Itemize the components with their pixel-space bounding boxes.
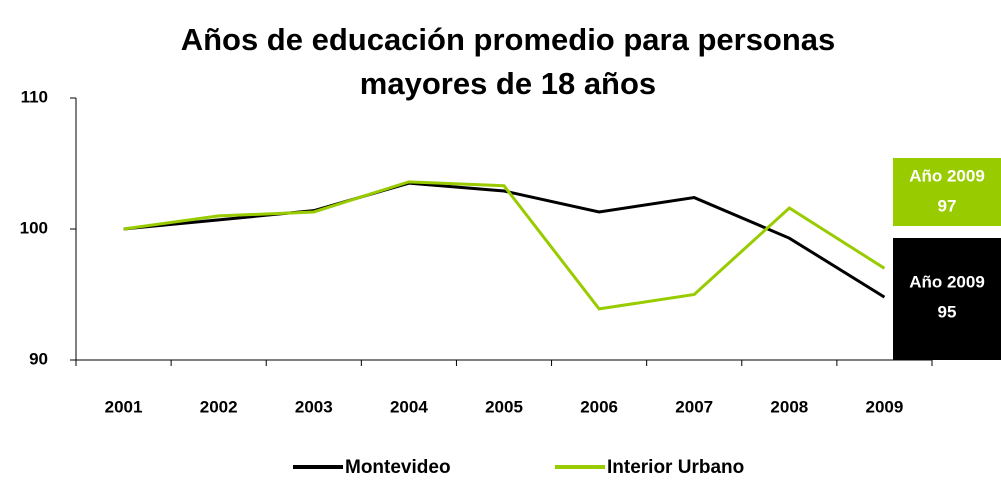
end-label: 95 bbox=[938, 302, 957, 321]
x-tick-label: 2007 bbox=[675, 397, 713, 416]
end-label: 97 bbox=[938, 196, 957, 215]
x-tick-label: 2003 bbox=[295, 397, 333, 416]
end-label-box bbox=[893, 158, 1001, 226]
series-line bbox=[123, 181, 886, 299]
x-tick-label: 2006 bbox=[580, 397, 618, 416]
x-tick-label: 2002 bbox=[200, 397, 238, 416]
y-tick-label: 90 bbox=[29, 349, 48, 368]
x-tick-label: 2009 bbox=[866, 397, 904, 416]
x-tick-label: 2001 bbox=[105, 397, 143, 416]
x-tick-label: 2004 bbox=[390, 397, 428, 416]
x-tick-label: 2005 bbox=[485, 397, 523, 416]
chart-title: Años de educación promedio para personas bbox=[181, 22, 836, 57]
x-tick-label: 2008 bbox=[770, 397, 808, 416]
legend-label: Montevideo bbox=[345, 457, 451, 478]
series-line bbox=[123, 180, 886, 311]
end-label: Año 2009 bbox=[909, 272, 985, 291]
chart-title: mayores de 18 años bbox=[360, 66, 656, 101]
end-label: Año 2009 bbox=[909, 166, 985, 185]
y-tick-label: 110 bbox=[21, 87, 48, 106]
end-label-box bbox=[893, 238, 1001, 360]
y-tick-label: 100 bbox=[20, 218, 48, 237]
legend-label: Interior Urbano bbox=[607, 457, 744, 478]
